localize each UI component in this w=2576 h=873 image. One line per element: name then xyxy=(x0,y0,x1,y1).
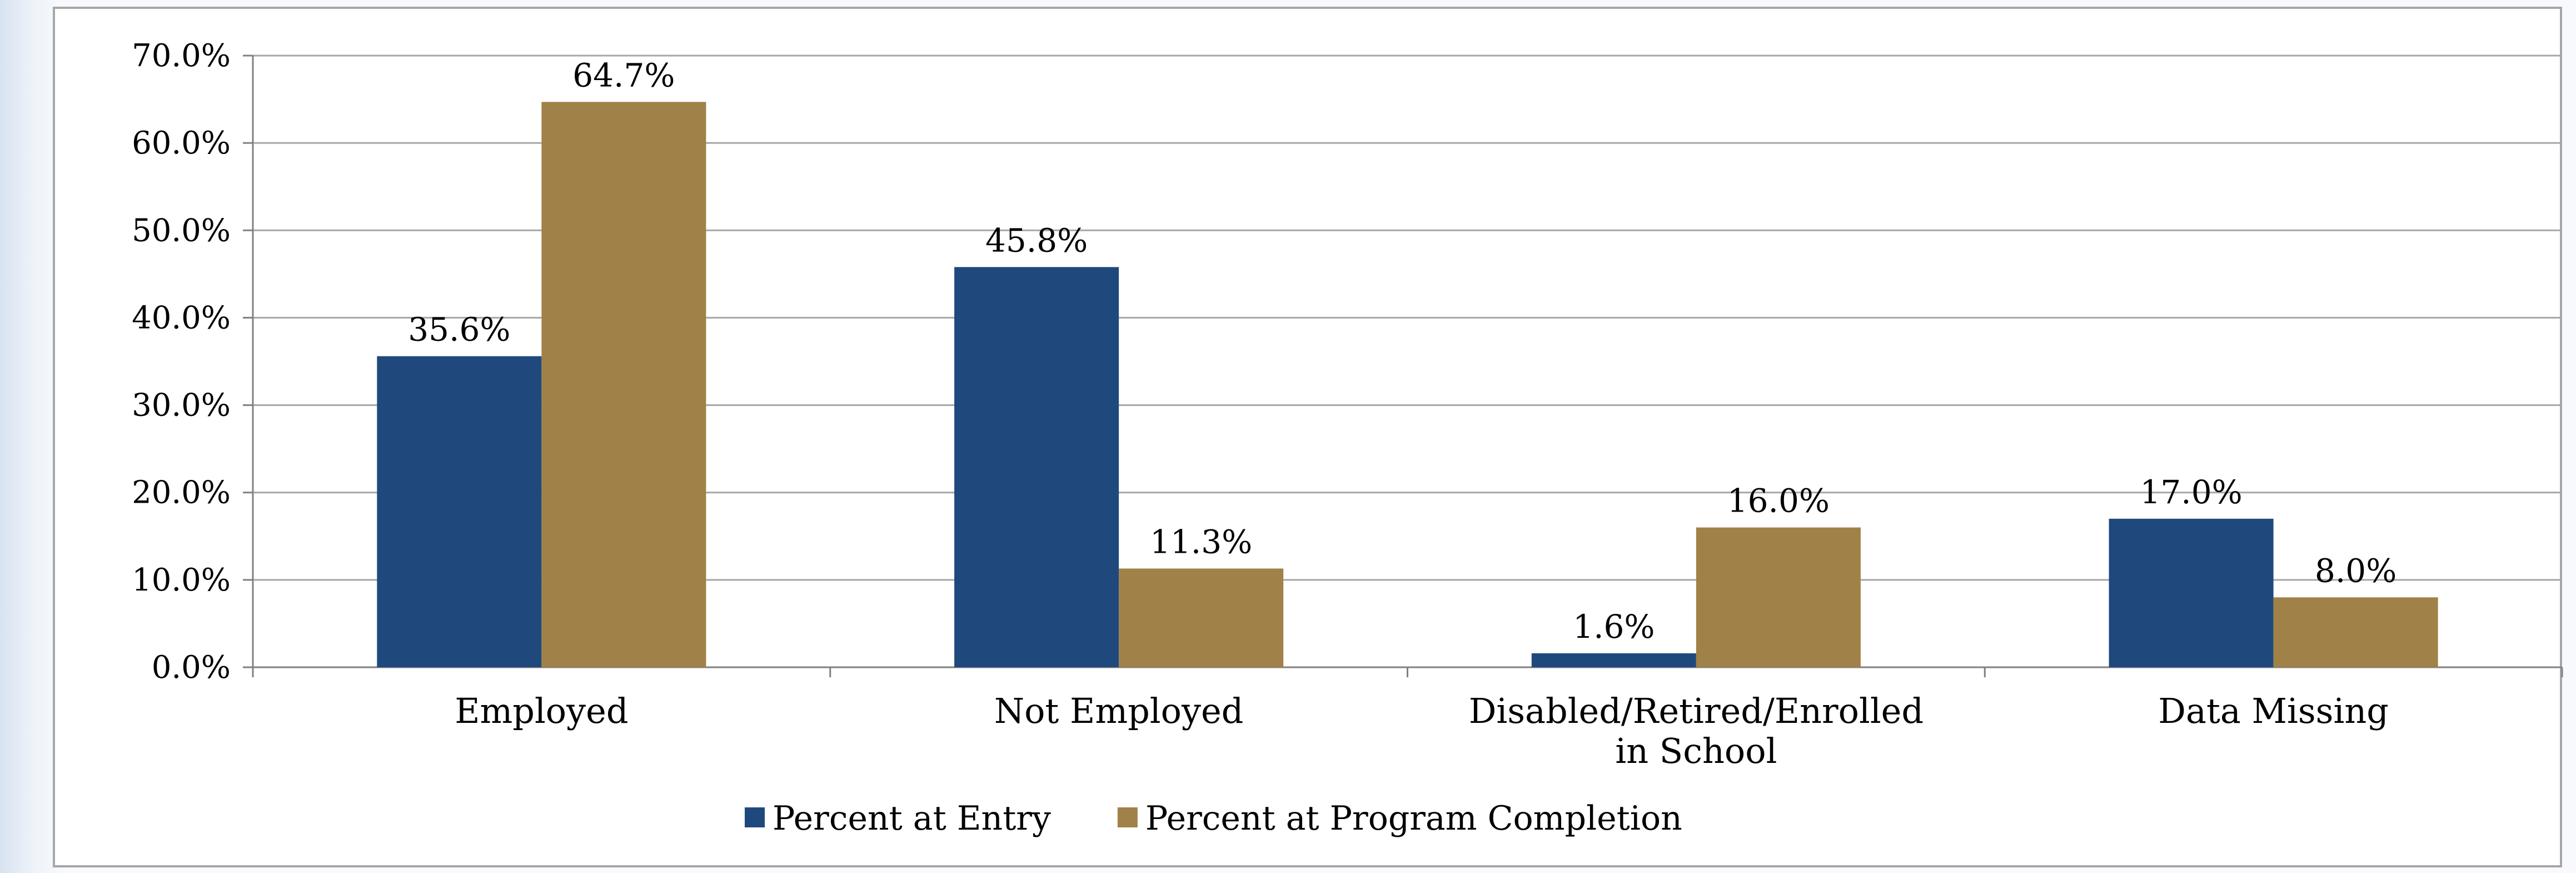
bar xyxy=(2273,597,2438,667)
data-label: 8.0% xyxy=(2315,552,2396,589)
bar xyxy=(1119,568,1284,667)
y-tick-label: 20.0% xyxy=(132,475,231,511)
data-label: 1.6% xyxy=(1573,608,1655,646)
legend-label: Percent at Entry xyxy=(773,799,1051,838)
legend-swatch xyxy=(1117,807,1138,827)
bar xyxy=(1531,653,1696,667)
y-tick-label: 0.0% xyxy=(152,649,231,686)
legend-label: Percent at Program Completion xyxy=(1145,799,1682,838)
y-tick-label: 50.0% xyxy=(132,212,231,249)
data-label: 17.0% xyxy=(2140,473,2242,511)
bar xyxy=(377,356,542,667)
x-category-label: in School xyxy=(1615,731,1777,771)
x-category-label: Employed xyxy=(455,691,628,731)
x-category-label: Disabled/Retired/Enrolled xyxy=(1469,691,1924,731)
y-tick-label: 70.0% xyxy=(132,38,231,74)
bar xyxy=(954,267,1119,667)
data-label: 64.7% xyxy=(572,56,675,94)
x-category-label: Data Missing xyxy=(2158,691,2389,731)
data-label: 35.6% xyxy=(408,311,510,349)
legend-swatch xyxy=(745,807,765,827)
bar xyxy=(2109,518,2274,667)
y-tick-label: 30.0% xyxy=(132,388,231,424)
y-tick-label: 40.0% xyxy=(132,300,231,336)
data-label: 16.0% xyxy=(1727,482,1830,520)
y-tick-label: 60.0% xyxy=(132,125,231,161)
bar xyxy=(541,102,706,668)
x-category-label: Not Employed xyxy=(994,691,1244,731)
data-label: 11.3% xyxy=(1150,523,1252,560)
bar xyxy=(1696,527,1861,667)
y-tick-label: 10.0% xyxy=(132,562,231,598)
data-label: 45.8% xyxy=(985,221,1088,259)
